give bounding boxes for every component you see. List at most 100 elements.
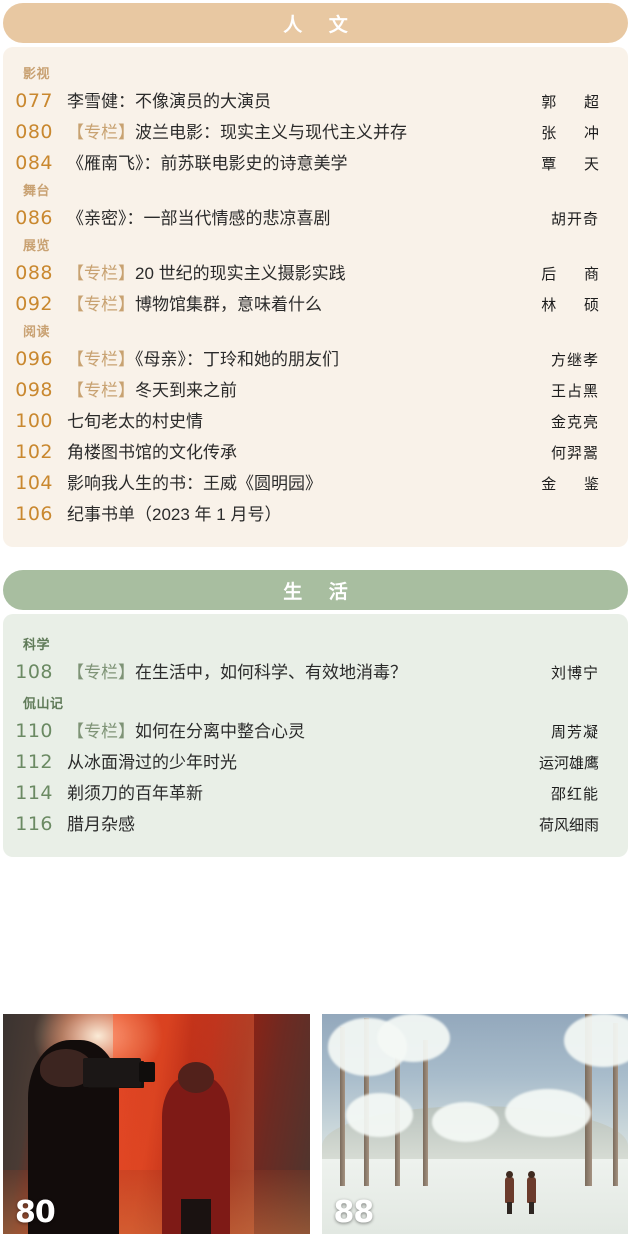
table-row[interactable]: 106 纪事书单（2023 年 1 月号） <box>3 498 628 529</box>
table-row[interactable]: 104 影响我人生的书：王威《圆明园》 金 鉴 <box>3 467 628 498</box>
entry-title: 【专栏】波兰电影：现实主义与现代主义并存 <box>67 118 508 143</box>
section-life: 生 活 科学 108 【专栏】在生活中，如何科学、有效地消毒？ 刘博宁 侃山记 … <box>0 570 640 857</box>
actress-head <box>177 1062 215 1094</box>
page-number: 084 <box>15 152 53 174</box>
table-row[interactable]: 114 剃须刀的百年革新 邵红能 <box>3 777 628 808</box>
page-number: 092 <box>15 293 53 315</box>
table-row[interactable]: 088 【专栏】20 世纪的现实主义摄影实践 后 商 <box>3 257 628 288</box>
page-number: 104 <box>15 472 53 494</box>
page-number: 088 <box>15 262 53 284</box>
column-tag: 【专栏】 <box>67 722 135 741</box>
entry-author: 方继孝 <box>550 353 599 369</box>
column-tag: 【专栏】 <box>67 123 135 142</box>
column-tag: 【专栏】 <box>67 295 135 314</box>
table-row[interactable]: 100 七旬老太的村史情 金克亮 <box>3 405 628 436</box>
page-number: 098 <box>15 379 53 401</box>
film-crew-red-backdrop-photo[interactable]: 80 <box>3 1014 310 1234</box>
column-tag: 【专栏】 <box>67 350 135 369</box>
page-number: 102 <box>15 441 53 463</box>
entry-author: 郭 超 <box>541 95 611 111</box>
snowy-forest-walkers-photo[interactable]: 88 <box>321 1014 628 1234</box>
section-title: 人 文 <box>283 13 358 36</box>
entry-title: 【专栏】《母亲》：丁玲和她的朋友们 <box>67 345 508 370</box>
frost-tree <box>585 1014 593 1186</box>
table-row[interactable]: 116 腊月杂感 荷风细雨 <box>3 808 628 839</box>
actress-legs <box>180 1198 212 1234</box>
entry-title: 【专栏】冬天到来之前 <box>67 376 508 401</box>
table-row[interactable]: 092 【专栏】博物馆集群，意味着什么 林 硕 <box>3 288 628 319</box>
group-label-exhibition: 展览 <box>23 238 51 253</box>
table-row[interactable]: 086 《亲密》：一部当代情感的悲凉喜剧 胡开奇 <box>3 202 628 233</box>
table-row[interactable]: 108 【专栏】在生活中，如何科学、有效地消毒？ 刘博宁 <box>3 656 628 687</box>
frost-foliage <box>346 1093 414 1138</box>
frost-foliage <box>563 1014 628 1067</box>
group-label-reading: 阅读 <box>23 324 51 339</box>
section-body-life: 科学 108 【专栏】在生活中，如何科学、有效地消毒？ 刘博宁 侃山记 110 … <box>3 614 628 857</box>
entry-title: 【专栏】博物馆集群，意味着什么 <box>67 290 508 315</box>
table-row[interactable]: 098 【专栏】冬天到来之前 王占黑 <box>3 374 628 405</box>
page-number: 112 <box>15 751 53 773</box>
entry-author: 覃 天 <box>541 157 611 173</box>
group-label-film-tv: 影视 <box>23 66 51 81</box>
entry-author: 何羿翯 <box>550 446 599 462</box>
entry-title: 李雪健：不像演员的大演员 <box>67 92 271 111</box>
entry-title-text: 博物馆集群，意味着什么 <box>135 295 322 314</box>
entry-title: 角楼图书馆的文化传承 <box>67 443 237 462</box>
page-number: 114 <box>15 782 53 804</box>
section-header-humanities: 人 文 <box>3 3 628 43</box>
walking-person <box>526 1171 536 1215</box>
entry-title: 【专栏】在生活中，如何科学、有效地消毒？ <box>67 658 508 683</box>
entry-author: 荷风细雨 <box>538 818 599 834</box>
entry-title: 【专栏】20 世纪的现实主义摄影实践 <box>67 259 508 284</box>
entry-title-text: 波兰电影：现实主义与现代主义并存 <box>135 123 407 142</box>
group-label-science: 科学 <box>23 637 51 652</box>
page-number: 077 <box>15 90 53 112</box>
frost-foliage <box>505 1088 592 1138</box>
entry-author: 胡开奇 <box>550 212 599 228</box>
entry-author: 王占黑 <box>550 384 599 400</box>
frost-foliage <box>376 1014 451 1063</box>
column-tag: 【专栏】 <box>67 663 135 682</box>
page-number: 080 <box>15 121 53 143</box>
table-row[interactable]: 077 李雪健：不像演员的大演员 郭 超 <box>3 85 628 116</box>
table-row[interactable]: 084 《雁南飞》：前苏联电影史的诗意美学 覃 天 <box>3 147 628 178</box>
frost-tree <box>422 1040 428 1186</box>
section-header-life: 生 活 <box>3 570 628 610</box>
table-row[interactable]: 112 从冰面滑过的少年时光 运河雄鹰 <box>3 746 628 777</box>
page-number: 108 <box>15 661 53 683</box>
table-row[interactable]: 080 【专栏】波兰电影：现实主义与现代主义并存 张 冲 <box>3 116 628 147</box>
table-row[interactable]: 096 【专栏】《母亲》：丁玲和她的朋友们 方继孝 <box>3 343 628 374</box>
entry-title: 《雁南飞》：前苏联电影史的诗意美学 <box>67 154 348 173</box>
table-row[interactable]: 102 角楼图书馆的文化传承 何羿翯 <box>3 436 628 467</box>
movie-camera-icon <box>82 1058 156 1087</box>
page-number: 110 <box>15 720 53 742</box>
table-row[interactable]: 110 【专栏】如何在分离中整合心灵 周芳凝 <box>3 715 628 746</box>
photo-page-number: 80 <box>15 1195 56 1230</box>
entry-author: 金克亮 <box>550 415 599 431</box>
entry-title: 影响我人生的书：王威《圆明园》 <box>67 474 322 493</box>
column-tag: 【专栏】 <box>67 264 135 283</box>
page-number: 086 <box>15 207 53 229</box>
entry-title-text: 如何在分离中整合心灵 <box>135 722 305 741</box>
entry-title: 纪事书单（2023 年 1 月号） <box>67 505 282 524</box>
entry-title-text: 冬天到来之前 <box>135 381 237 400</box>
page-number: 096 <box>15 348 53 370</box>
entry-title: 从冰面滑过的少年时光 <box>67 753 237 772</box>
snow-ground <box>321 1159 628 1234</box>
entry-title: 《亲密》：一部当代情感的悲凉喜剧 <box>67 209 331 228</box>
entry-title: 腊月杂感 <box>67 815 135 834</box>
entry-author: 邵红能 <box>550 787 599 803</box>
entry-title-text: 20 世纪的现实主义摄影实践 <box>135 264 346 283</box>
entry-author: 运河雄鹰 <box>538 756 599 772</box>
page-number: 116 <box>15 813 53 835</box>
frost-foliage <box>431 1102 500 1142</box>
frost-tree <box>339 1027 345 1186</box>
column-tag: 【专栏】 <box>67 381 135 400</box>
group-label-kanshanji: 侃山记 <box>23 696 64 711</box>
entry-author: 后 商 <box>541 267 611 283</box>
entry-author: 张 冲 <box>541 126 611 142</box>
entry-title: 七旬老太的村史情 <box>67 412 203 431</box>
entry-title: 【专栏】如何在分离中整合心灵 <box>67 717 508 742</box>
section-humanities: 人 文 影视 077 李雪健：不像演员的大演员 郭 超 080 【专栏】波兰电影… <box>0 0 640 547</box>
